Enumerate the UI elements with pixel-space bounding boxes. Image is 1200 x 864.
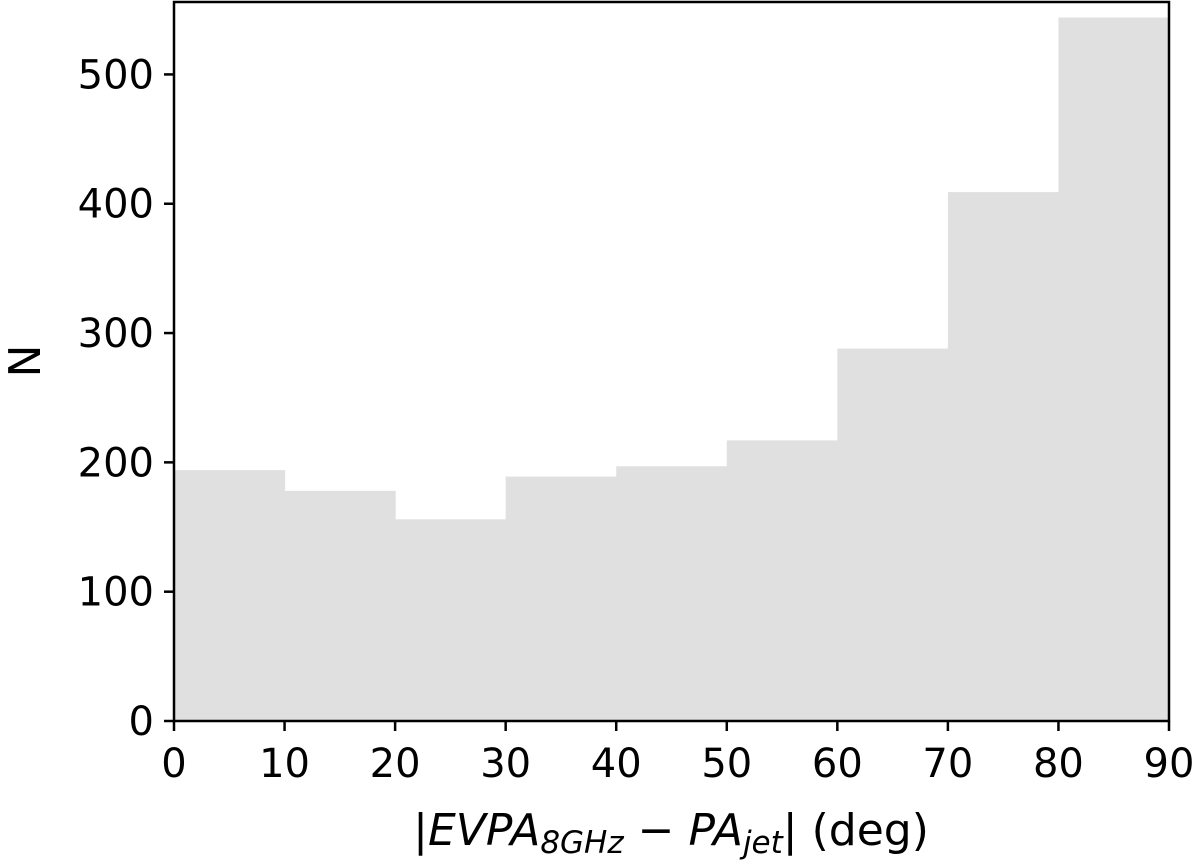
- y-tick-label: 0: [129, 699, 154, 745]
- x-tick-label: 20: [370, 741, 421, 787]
- histogram-bar: [505, 476, 617, 721]
- x-ticks-group: 0 10 20 30 40 50 60 70 80 90: [161, 721, 1194, 787]
- y-tick-label: 500: [78, 52, 154, 98]
- axes-group: [172, 0, 1171, 723]
- plot-frame: [172, 0, 1171, 723]
- y-tick-label: 100: [78, 570, 154, 616]
- x-tick-label: 60: [812, 741, 863, 787]
- histogram-bar: [616, 466, 728, 721]
- bars-group: [174, 17, 1170, 721]
- y-tick-label: 300: [78, 311, 154, 357]
- histogram-bar: [837, 348, 949, 721]
- histogram-bar: [947, 192, 1060, 721]
- x-tick-label: 70: [922, 741, 973, 787]
- histogram-bar: [1058, 17, 1170, 721]
- x-tick-label: 30: [480, 741, 531, 787]
- y-tick-label: 200: [78, 440, 154, 486]
- y-ticks-group: 0 100 200 300 400 500: [78, 52, 174, 745]
- histogram-bar: [284, 490, 396, 721]
- y-tick-label: 400: [78, 182, 154, 228]
- x-tick-label: 40: [591, 741, 642, 787]
- histogram-bar: [395, 519, 507, 721]
- x-tick-label: 50: [701, 741, 752, 787]
- x-tick-label: 90: [1144, 741, 1195, 787]
- x-tick-label: 10: [259, 741, 310, 787]
- x-tick-label: 80: [1033, 741, 1084, 787]
- histogram-bar: [174, 470, 286, 721]
- y-axis-label: N: [0, 345, 51, 378]
- histogram-bar: [726, 440, 838, 721]
- x-tick-label: 0: [161, 741, 186, 787]
- x-axis-label: |EVPA8GHz − PAjet| (deg): [413, 805, 929, 861]
